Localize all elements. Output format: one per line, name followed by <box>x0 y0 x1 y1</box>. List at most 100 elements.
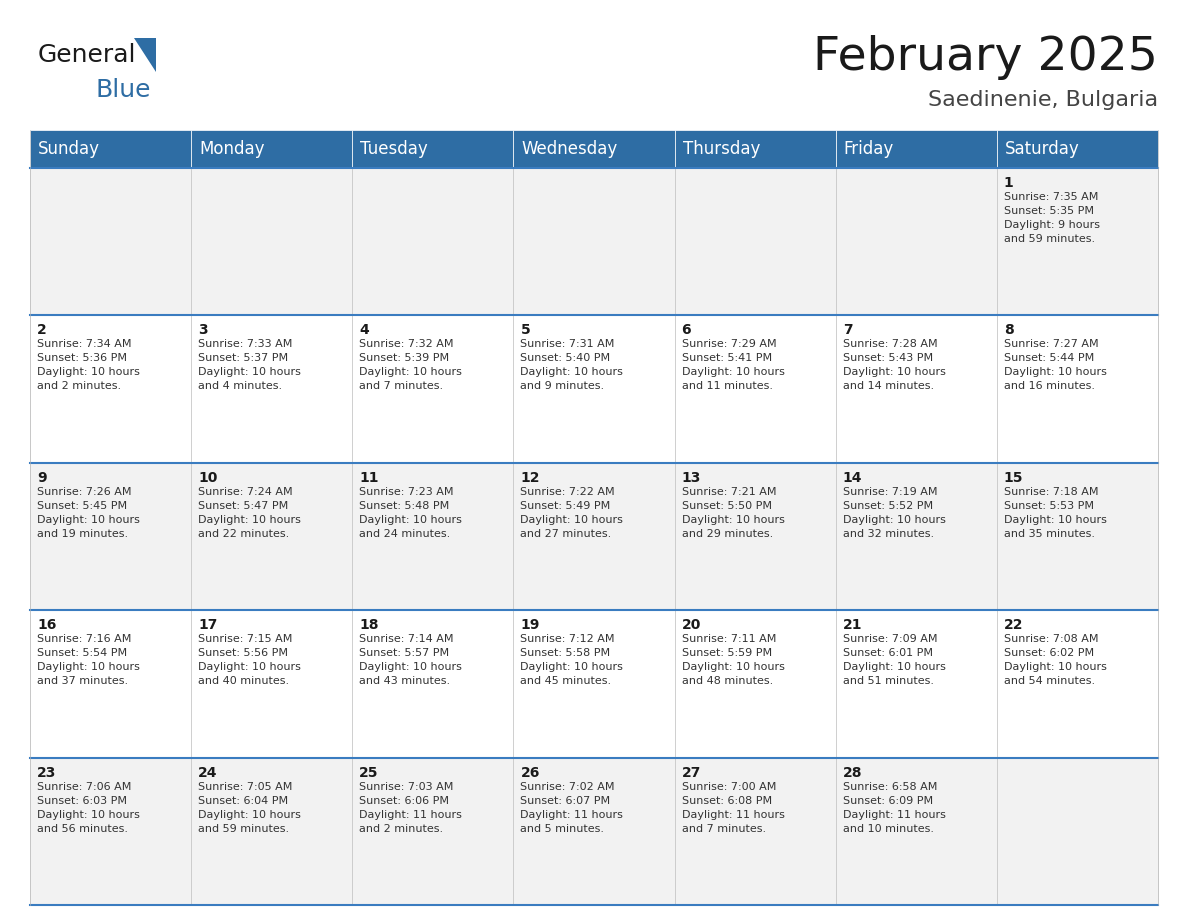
Text: 3: 3 <box>198 323 208 338</box>
Bar <box>835 610 997 757</box>
Bar <box>30 757 191 905</box>
Bar <box>997 130 1158 168</box>
Text: Sunrise: 7:09 AM
Sunset: 6:01 PM
Daylight: 10 hours
and 51 minutes.: Sunrise: 7:09 AM Sunset: 6:01 PM Dayligh… <box>842 634 946 686</box>
Text: Sunday: Sunday <box>38 140 100 158</box>
Text: 22: 22 <box>1004 618 1023 633</box>
Bar <box>835 757 997 905</box>
Text: Sunrise: 7:34 AM
Sunset: 5:36 PM
Daylight: 10 hours
and 2 minutes.: Sunrise: 7:34 AM Sunset: 5:36 PM Dayligh… <box>37 340 140 391</box>
Text: 10: 10 <box>198 471 217 485</box>
Bar <box>30 316 191 463</box>
Bar <box>191 168 353 316</box>
Text: 7: 7 <box>842 323 852 338</box>
Text: Sunrise: 7:15 AM
Sunset: 5:56 PM
Daylight: 10 hours
and 40 minutes.: Sunrise: 7:15 AM Sunset: 5:56 PM Dayligh… <box>198 634 301 686</box>
Text: Sunrise: 6:58 AM
Sunset: 6:09 PM
Daylight: 11 hours
and 10 minutes.: Sunrise: 6:58 AM Sunset: 6:09 PM Dayligh… <box>842 781 946 834</box>
Text: Sunrise: 7:05 AM
Sunset: 6:04 PM
Daylight: 10 hours
and 59 minutes.: Sunrise: 7:05 AM Sunset: 6:04 PM Dayligh… <box>198 781 301 834</box>
Text: Sunrise: 7:24 AM
Sunset: 5:47 PM
Daylight: 10 hours
and 22 minutes.: Sunrise: 7:24 AM Sunset: 5:47 PM Dayligh… <box>198 487 301 539</box>
Bar <box>191 316 353 463</box>
Text: Sunrise: 7:00 AM
Sunset: 6:08 PM
Daylight: 11 hours
and 7 minutes.: Sunrise: 7:00 AM Sunset: 6:08 PM Dayligh… <box>682 781 784 834</box>
Text: Tuesday: Tuesday <box>360 140 428 158</box>
Bar <box>675 757 835 905</box>
Bar <box>835 130 997 168</box>
Bar <box>191 757 353 905</box>
Text: 13: 13 <box>682 471 701 485</box>
Text: 8: 8 <box>1004 323 1013 338</box>
Text: 6: 6 <box>682 323 691 338</box>
Text: Sunrise: 7:26 AM
Sunset: 5:45 PM
Daylight: 10 hours
and 19 minutes.: Sunrise: 7:26 AM Sunset: 5:45 PM Dayligh… <box>37 487 140 539</box>
Text: Sunrise: 7:35 AM
Sunset: 5:35 PM
Daylight: 9 hours
and 59 minutes.: Sunrise: 7:35 AM Sunset: 5:35 PM Dayligh… <box>1004 192 1100 244</box>
Text: Sunrise: 7:31 AM
Sunset: 5:40 PM
Daylight: 10 hours
and 9 minutes.: Sunrise: 7:31 AM Sunset: 5:40 PM Dayligh… <box>520 340 624 391</box>
Text: 21: 21 <box>842 618 862 633</box>
Bar <box>191 463 353 610</box>
Text: Monday: Monday <box>200 140 265 158</box>
Bar <box>675 610 835 757</box>
Text: 9: 9 <box>37 471 46 485</box>
Bar <box>675 463 835 610</box>
Bar <box>513 168 675 316</box>
Text: Sunrise: 7:14 AM
Sunset: 5:57 PM
Daylight: 10 hours
and 43 minutes.: Sunrise: 7:14 AM Sunset: 5:57 PM Dayligh… <box>359 634 462 686</box>
Bar <box>30 610 191 757</box>
Bar <box>997 757 1158 905</box>
Bar <box>353 316 513 463</box>
Text: Sunrise: 7:27 AM
Sunset: 5:44 PM
Daylight: 10 hours
and 16 minutes.: Sunrise: 7:27 AM Sunset: 5:44 PM Dayligh… <box>1004 340 1107 391</box>
Bar <box>997 316 1158 463</box>
Text: General: General <box>38 43 137 67</box>
Bar <box>353 130 513 168</box>
Text: Sunrise: 7:02 AM
Sunset: 6:07 PM
Daylight: 11 hours
and 5 minutes.: Sunrise: 7:02 AM Sunset: 6:07 PM Dayligh… <box>520 781 624 834</box>
Polygon shape <box>134 38 156 72</box>
Bar <box>997 463 1158 610</box>
Text: Saturday: Saturday <box>1005 140 1080 158</box>
Text: 15: 15 <box>1004 471 1023 485</box>
Bar <box>675 316 835 463</box>
Text: 14: 14 <box>842 471 862 485</box>
Text: 2: 2 <box>37 323 46 338</box>
Bar <box>675 168 835 316</box>
Bar <box>835 463 997 610</box>
Text: 16: 16 <box>37 618 56 633</box>
Text: Wednesday: Wednesday <box>522 140 618 158</box>
Text: 5: 5 <box>520 323 530 338</box>
Text: 11: 11 <box>359 471 379 485</box>
Text: Saedinenie, Bulgaria: Saedinenie, Bulgaria <box>928 90 1158 110</box>
Bar <box>513 316 675 463</box>
Bar <box>30 168 191 316</box>
Text: 4: 4 <box>359 323 369 338</box>
Bar <box>191 610 353 757</box>
Bar <box>353 168 513 316</box>
Text: Sunrise: 7:12 AM
Sunset: 5:58 PM
Daylight: 10 hours
and 45 minutes.: Sunrise: 7:12 AM Sunset: 5:58 PM Dayligh… <box>520 634 624 686</box>
Text: Sunrise: 7:32 AM
Sunset: 5:39 PM
Daylight: 10 hours
and 7 minutes.: Sunrise: 7:32 AM Sunset: 5:39 PM Dayligh… <box>359 340 462 391</box>
Text: 18: 18 <box>359 618 379 633</box>
Bar <box>353 757 513 905</box>
Text: 19: 19 <box>520 618 539 633</box>
Text: 23: 23 <box>37 766 56 779</box>
Bar <box>30 130 191 168</box>
Bar <box>191 130 353 168</box>
Text: Sunrise: 7:23 AM
Sunset: 5:48 PM
Daylight: 10 hours
and 24 minutes.: Sunrise: 7:23 AM Sunset: 5:48 PM Dayligh… <box>359 487 462 539</box>
Text: 20: 20 <box>682 618 701 633</box>
Text: 1: 1 <box>1004 176 1013 190</box>
Text: Sunrise: 7:29 AM
Sunset: 5:41 PM
Daylight: 10 hours
and 11 minutes.: Sunrise: 7:29 AM Sunset: 5:41 PM Dayligh… <box>682 340 784 391</box>
Bar <box>513 130 675 168</box>
Bar <box>513 610 675 757</box>
Bar <box>353 610 513 757</box>
Text: February 2025: February 2025 <box>813 36 1158 81</box>
Bar <box>997 610 1158 757</box>
Text: Sunrise: 7:22 AM
Sunset: 5:49 PM
Daylight: 10 hours
and 27 minutes.: Sunrise: 7:22 AM Sunset: 5:49 PM Dayligh… <box>520 487 624 539</box>
Text: Sunrise: 7:06 AM
Sunset: 6:03 PM
Daylight: 10 hours
and 56 minutes.: Sunrise: 7:06 AM Sunset: 6:03 PM Dayligh… <box>37 781 140 834</box>
Text: Blue: Blue <box>95 78 151 102</box>
Text: Sunrise: 7:11 AM
Sunset: 5:59 PM
Daylight: 10 hours
and 48 minutes.: Sunrise: 7:11 AM Sunset: 5:59 PM Dayligh… <box>682 634 784 686</box>
Text: 28: 28 <box>842 766 862 779</box>
Text: 25: 25 <box>359 766 379 779</box>
Text: Sunrise: 7:33 AM
Sunset: 5:37 PM
Daylight: 10 hours
and 4 minutes.: Sunrise: 7:33 AM Sunset: 5:37 PM Dayligh… <box>198 340 301 391</box>
Bar <box>513 463 675 610</box>
Text: Sunrise: 7:21 AM
Sunset: 5:50 PM
Daylight: 10 hours
and 29 minutes.: Sunrise: 7:21 AM Sunset: 5:50 PM Dayligh… <box>682 487 784 539</box>
Bar <box>997 168 1158 316</box>
Text: Sunrise: 7:03 AM
Sunset: 6:06 PM
Daylight: 11 hours
and 2 minutes.: Sunrise: 7:03 AM Sunset: 6:06 PM Dayligh… <box>359 781 462 834</box>
Bar <box>675 130 835 168</box>
Text: Friday: Friday <box>843 140 893 158</box>
Text: 24: 24 <box>198 766 217 779</box>
Text: Thursday: Thursday <box>683 140 760 158</box>
Text: Sunrise: 7:19 AM
Sunset: 5:52 PM
Daylight: 10 hours
and 32 minutes.: Sunrise: 7:19 AM Sunset: 5:52 PM Dayligh… <box>842 487 946 539</box>
Text: 12: 12 <box>520 471 539 485</box>
Bar <box>30 463 191 610</box>
Bar <box>835 316 997 463</box>
